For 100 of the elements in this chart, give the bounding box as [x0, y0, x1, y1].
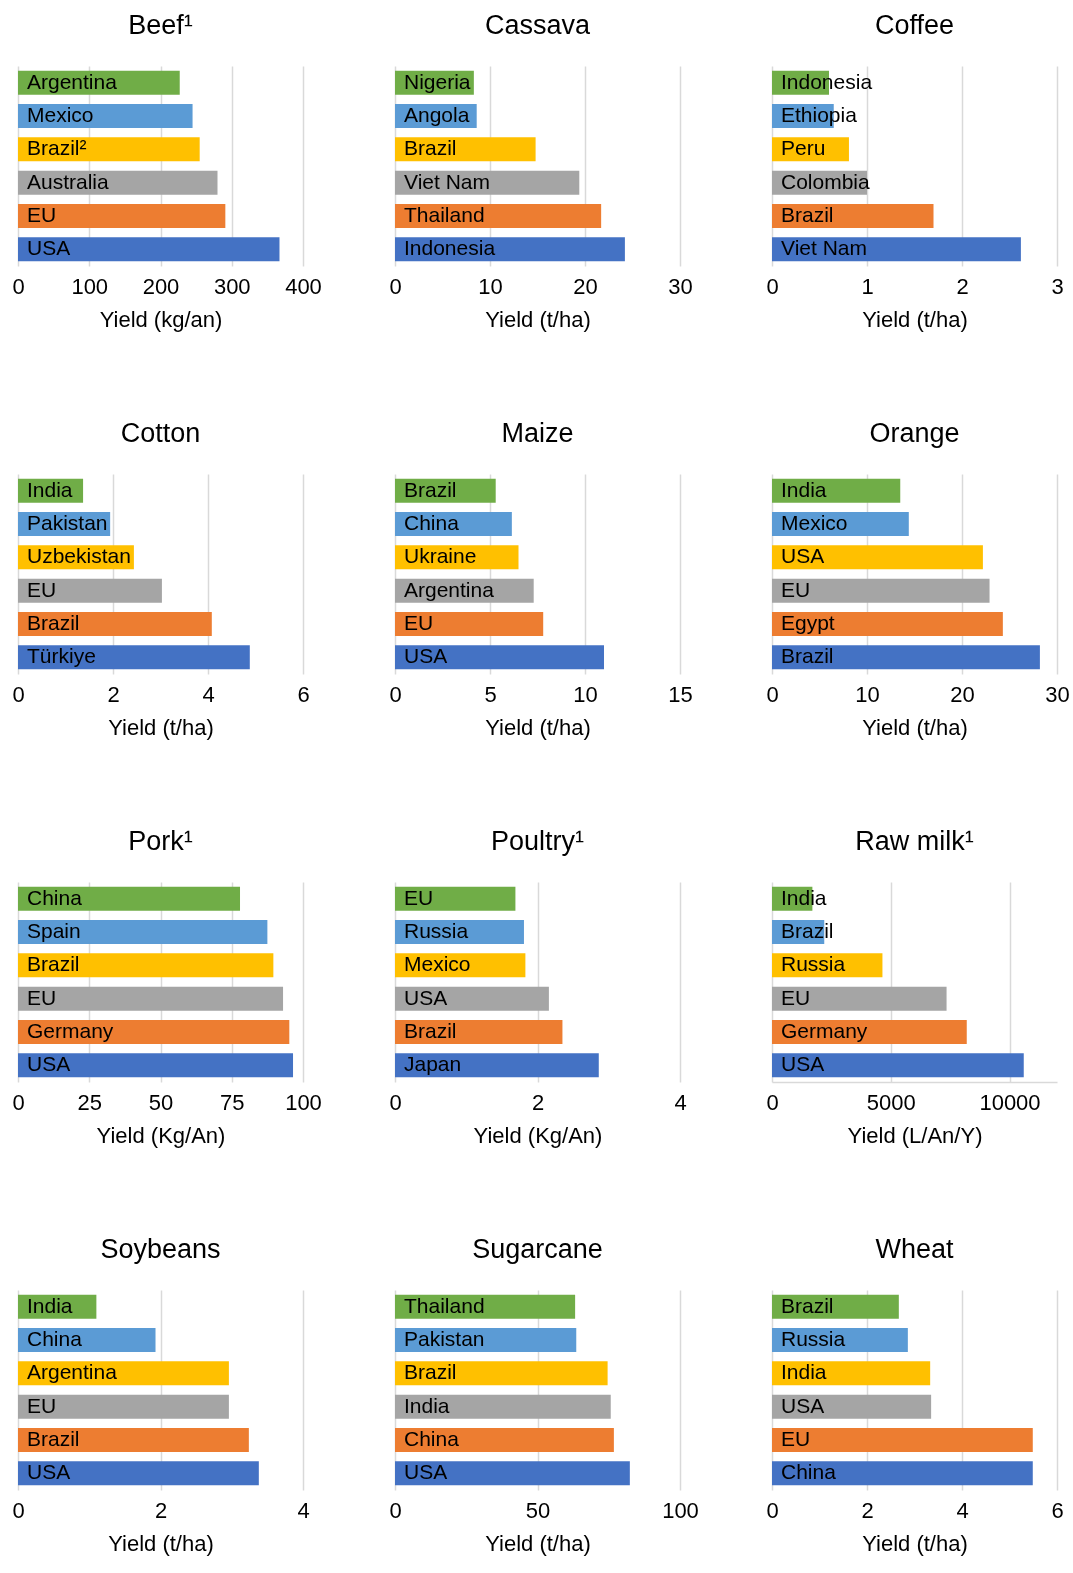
chart-title: Cotton [120, 418, 201, 448]
bar [18, 920, 268, 944]
bar [18, 204, 226, 228]
x-tick-label: 0 [12, 1089, 25, 1115]
x-axis-title: Yield (t/ha) [485, 714, 591, 740]
y-tick-label: Argentina [404, 577, 495, 601]
bar [395, 1020, 563, 1044]
bar [772, 1361, 931, 1386]
y-tick-label: Indonesia [404, 236, 496, 260]
chart-title: Beef¹ [128, 10, 193, 40]
x-tick-label: 15 [668, 681, 693, 707]
bar [18, 645, 250, 670]
x-tick-label: 20 [573, 273, 598, 299]
y-tick-label: Russia [781, 1327, 846, 1350]
y-tick-label: China [404, 1427, 460, 1450]
bar [18, 886, 241, 911]
x-tick-label: 2 [956, 273, 969, 299]
y-tick-label: Argentina [27, 1360, 118, 1384]
x-tick-label: 0 [389, 1089, 402, 1115]
chart-title: Soybeans [100, 1234, 221, 1264]
bar [18, 953, 274, 978]
y-tick-label: Brazil [404, 1360, 457, 1384]
y-tick-label: Russia [404, 919, 469, 942]
x-tick-label: 400 [285, 273, 322, 299]
bar [395, 612, 544, 636]
x-axis-title: Yield (L/An/Y) [847, 1122, 983, 1148]
y-tick-label: Brazil² [27, 136, 87, 160]
x-tick-label: 0 [766, 681, 779, 707]
y-tick-label: Brazil [404, 477, 457, 501]
x-tick-label: 1 [861, 273, 874, 299]
y-tick-label: India [781, 477, 827, 501]
y-tick-label: USA [27, 1460, 71, 1484]
x-tick-label: 4 [202, 681, 215, 707]
x-tick-label: 30 [1045, 681, 1070, 707]
y-tick-label: India [781, 1360, 827, 1384]
y-tick-label: USA [404, 644, 448, 668]
y-tick-label: EU [781, 1427, 811, 1450]
x-tick-label: 0 [12, 273, 25, 299]
bar [772, 986, 947, 1011]
chart-title: Cassava [484, 10, 592, 40]
x-axis-title: Yield (t/ha) [485, 1530, 591, 1556]
bar [772, 612, 1003, 636]
bar [18, 986, 284, 1011]
x-axis-title: Yield (kg/an) [99, 306, 223, 332]
bar [772, 545, 983, 570]
y-tick-label: EU [781, 985, 811, 1009]
y-tick-label: USA [781, 1393, 825, 1417]
x-tick-label: 100 [71, 273, 109, 299]
y-tick-label: EU [404, 611, 434, 634]
y-tick-label: EU [27, 1393, 57, 1417]
bar [772, 1053, 1024, 1078]
bar [772, 578, 990, 603]
x-tick-label: 2 [154, 1497, 168, 1523]
y-tick-label: Mexico [27, 103, 94, 126]
bar [18, 137, 200, 162]
y-tick-label: Brazil [781, 1293, 834, 1317]
chart-title: Pork¹ [128, 826, 193, 856]
y-tick-label: Egypt [781, 611, 835, 634]
x-tick-label: 200 [142, 273, 180, 299]
bar [18, 578, 162, 603]
x-tick-label: 6 [1051, 1497, 1064, 1523]
x-axis-title: Yield (t/ha) [862, 306, 968, 332]
y-tick-label: China [404, 511, 460, 534]
x-tick-label: 30 [668, 273, 693, 299]
y-tick-label: USA [27, 1052, 71, 1076]
y-tick-label: Russia [781, 952, 846, 976]
y-tick-label: EU [27, 577, 57, 601]
x-tick-label: 3 [1051, 273, 1064, 299]
bar [772, 645, 1040, 670]
x-tick-label: 4 [956, 1497, 969, 1523]
bar [395, 645, 604, 670]
bar [395, 1428, 614, 1452]
y-tick-label: EU [27, 203, 57, 226]
y-tick-label: Thailand [404, 1293, 485, 1317]
x-axis-title: Yield (Kg/An) [96, 1122, 226, 1148]
y-tick-label: China [27, 885, 83, 909]
x-tick-label: 10 [573, 681, 598, 707]
bar [772, 1461, 1033, 1486]
x-tick-label: 5 [484, 681, 497, 707]
bar [18, 1394, 229, 1419]
bar [18, 1461, 259, 1486]
x-tick-label: 10 [855, 681, 880, 707]
x-tick-label: 10 [478, 273, 503, 299]
x-tick-label: 2 [861, 1497, 874, 1523]
y-tick-label: India [404, 1393, 450, 1417]
x-tick-label: 300 [213, 273, 251, 299]
x-tick-label: 50 [525, 1497, 551, 1523]
x-tick-label: 0 [12, 1497, 25, 1523]
x-tick-label: 6 [297, 681, 310, 707]
bar [395, 886, 516, 911]
x-axis-title: Yield (t/ha) [108, 1530, 214, 1556]
y-tick-label: USA [781, 1052, 825, 1076]
x-tick-label: 0 [766, 1089, 779, 1115]
y-tick-label: Spain [27, 919, 81, 942]
x-tick-label: 10000 [979, 1089, 1041, 1115]
x-tick-label: 0 [766, 273, 779, 299]
x-tick-label: 25 [77, 1089, 102, 1115]
bar [395, 1394, 611, 1419]
y-tick-label: India [27, 1293, 73, 1317]
y-tick-label: Brazil [781, 644, 834, 668]
